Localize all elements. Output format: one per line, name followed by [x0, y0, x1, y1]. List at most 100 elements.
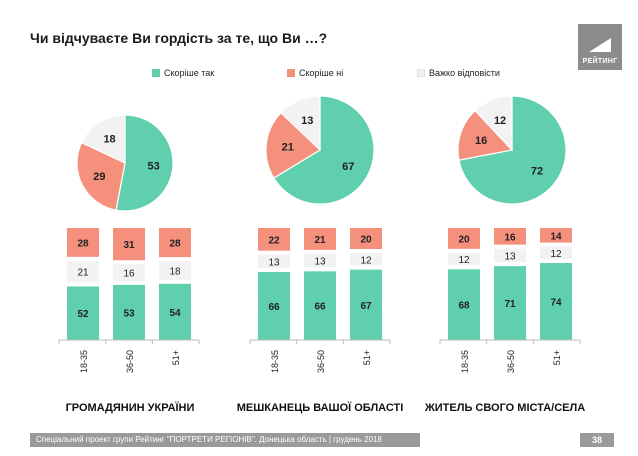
tick-label: 18-35: [270, 350, 280, 373]
pie-label-no: 29: [93, 171, 105, 183]
bar-label-hard: 16: [123, 269, 135, 280]
tick-label: 18-35: [79, 350, 89, 373]
bar-label-no: 31: [123, 240, 135, 251]
legend-label-yes: Скоріше так: [164, 68, 215, 78]
bar-segment-no: [67, 228, 99, 257]
pie-label-no: 21: [282, 141, 294, 153]
bar-segment-no: [448, 228, 480, 249]
bar-label-hard: 21: [77, 268, 89, 279]
tick-label: 51+: [552, 350, 562, 365]
pie-chart-3: 72 16 12: [457, 95, 567, 205]
pie-label-hard: 18: [103, 134, 115, 146]
bar-segment-no: [350, 228, 382, 250]
bar-segment-hard: [350, 253, 382, 266]
bar-label-no: 14: [550, 231, 562, 242]
stacked-bar-chart-1: 52 21 28 18-35 53 16 31 36-50 54 18 28 51+: [58, 228, 200, 373]
bar-segment-yes: [448, 269, 480, 340]
bar-label-hard: 18: [169, 266, 181, 277]
bar-segment-yes: [113, 284, 145, 340]
tick-label: 51+: [362, 350, 372, 365]
bar-label-yes: 71: [504, 299, 516, 310]
bar-label-no: 21: [314, 235, 326, 246]
logo-text: РЕЙТИНГ: [582, 58, 618, 65]
bar-segment-hard: [258, 254, 290, 269]
pie-label-yes: 72: [531, 166, 543, 178]
bar-segment-no: [113, 228, 145, 261]
bar-segment-hard: [540, 246, 572, 260]
tick-label: 36-50: [506, 350, 516, 373]
pie-slice-no: [265, 111, 321, 179]
tick-label: 51+: [171, 350, 181, 365]
logo: РЕЙТИНГ: [578, 24, 622, 70]
bar-label-no: 28: [169, 239, 181, 250]
bar-segment-yes: [258, 272, 290, 340]
tick-label: 36-50: [125, 350, 135, 373]
pie-label-hard: 13: [301, 115, 313, 127]
bar-segment-hard: [448, 252, 480, 266]
group-label-citizen: ГРОМАДЯНИН УКРАЇНИ: [65, 402, 195, 414]
bar-segment-hard: [494, 248, 526, 263]
bar-segment-yes: [494, 266, 526, 340]
group-label-region: МЕШКАНЕЦЬ ВАШОЇ ОБЛАСТІ: [236, 402, 404, 414]
bar-label-no: 16: [504, 232, 516, 243]
page-title: Чи відчуваєте Ви гордість за те, що Ви ……: [30, 30, 328, 46]
bar-label-yes: 68: [458, 301, 470, 312]
pie-chart-1: 53 29 18: [76, 114, 174, 212]
page-number: 38: [580, 433, 614, 447]
bar-segment-hard: [113, 264, 145, 281]
bar-label-hard: 13: [268, 257, 280, 268]
bar-label-no: 22: [268, 235, 280, 246]
legend-swatch-no: [287, 69, 295, 77]
pie-slice-yes: [115, 114, 174, 212]
bar-label-yes: 54: [169, 308, 181, 319]
bar-segment-no: [494, 228, 526, 245]
bar-segment-no: [540, 228, 572, 243]
bar-segment-no: [304, 228, 336, 250]
bar-segment-yes: [304, 271, 336, 340]
bar-label-no: 20: [458, 234, 470, 245]
bar-segment-yes: [540, 263, 572, 340]
bar-segment-no: [258, 228, 290, 251]
legend-item-hard: Важко відповісти: [417, 68, 500, 78]
bar-segment-hard: [67, 260, 99, 283]
legend-item-yes: Скоріше так: [152, 68, 214, 78]
pie-label-yes: 53: [148, 161, 160, 173]
pie-slice-no: [457, 109, 514, 161]
stacked-bar-chart-2: 66 13 22 18-35 66 13 21 36-50 67 12 20 51+: [249, 228, 391, 373]
bar-segment-yes: [67, 286, 99, 340]
bar-label-no: 28: [77, 238, 89, 249]
bar-label-yes: 66: [314, 302, 326, 313]
bar-label-yes: 53: [123, 308, 135, 319]
bar-segment-no: [159, 228, 191, 258]
bar-segment-hard: [159, 261, 191, 280]
pie-label-no: 16: [475, 135, 487, 147]
legend-swatch-yes: [152, 69, 160, 77]
bar-segment-hard: [304, 253, 336, 268]
bar-label-hard: 13: [314, 257, 326, 268]
tick-label: 36-50: [316, 350, 326, 373]
bar-label-hard: 12: [550, 249, 562, 260]
pie-label-yes: 67: [342, 161, 354, 173]
pie-label-hard: 12: [494, 115, 506, 127]
bar-label-yes: 74: [550, 298, 562, 309]
legend-label-no: Скоріше ні: [299, 68, 344, 78]
legend-item-no: Скоріше ні: [287, 68, 343, 78]
pie-slice-no: [76, 141, 126, 211]
pie-slice-yes: [272, 95, 375, 205]
bar-label-yes: 67: [360, 301, 372, 312]
pie-slice-hard: [474, 95, 513, 152]
legend: Скоріше так Скоріше ні Важко відповісти: [0, 68, 638, 82]
group-label-city: ЖИТЕЛЬ СВОГО МІСТА/СЕЛА: [424, 402, 586, 414]
tick-label: 18-35: [460, 350, 470, 373]
pie-chart-2: 67 21 13: [265, 95, 375, 205]
bar-label-hard: 12: [360, 255, 372, 266]
footer-bar: Спеціальний проект групи Рейтинг "ПОРТРЕ…: [30, 433, 420, 447]
bar-label-yes: 52: [77, 309, 89, 320]
bar-label-no: 20: [360, 235, 372, 246]
bar-segment-yes: [350, 269, 382, 340]
legend-label-hard: Важко відповісти: [429, 68, 500, 78]
pie-slice-hard: [280, 95, 321, 152]
bar-label-hard: 12: [458, 255, 470, 266]
pie-slice-hard: [80, 114, 126, 164]
